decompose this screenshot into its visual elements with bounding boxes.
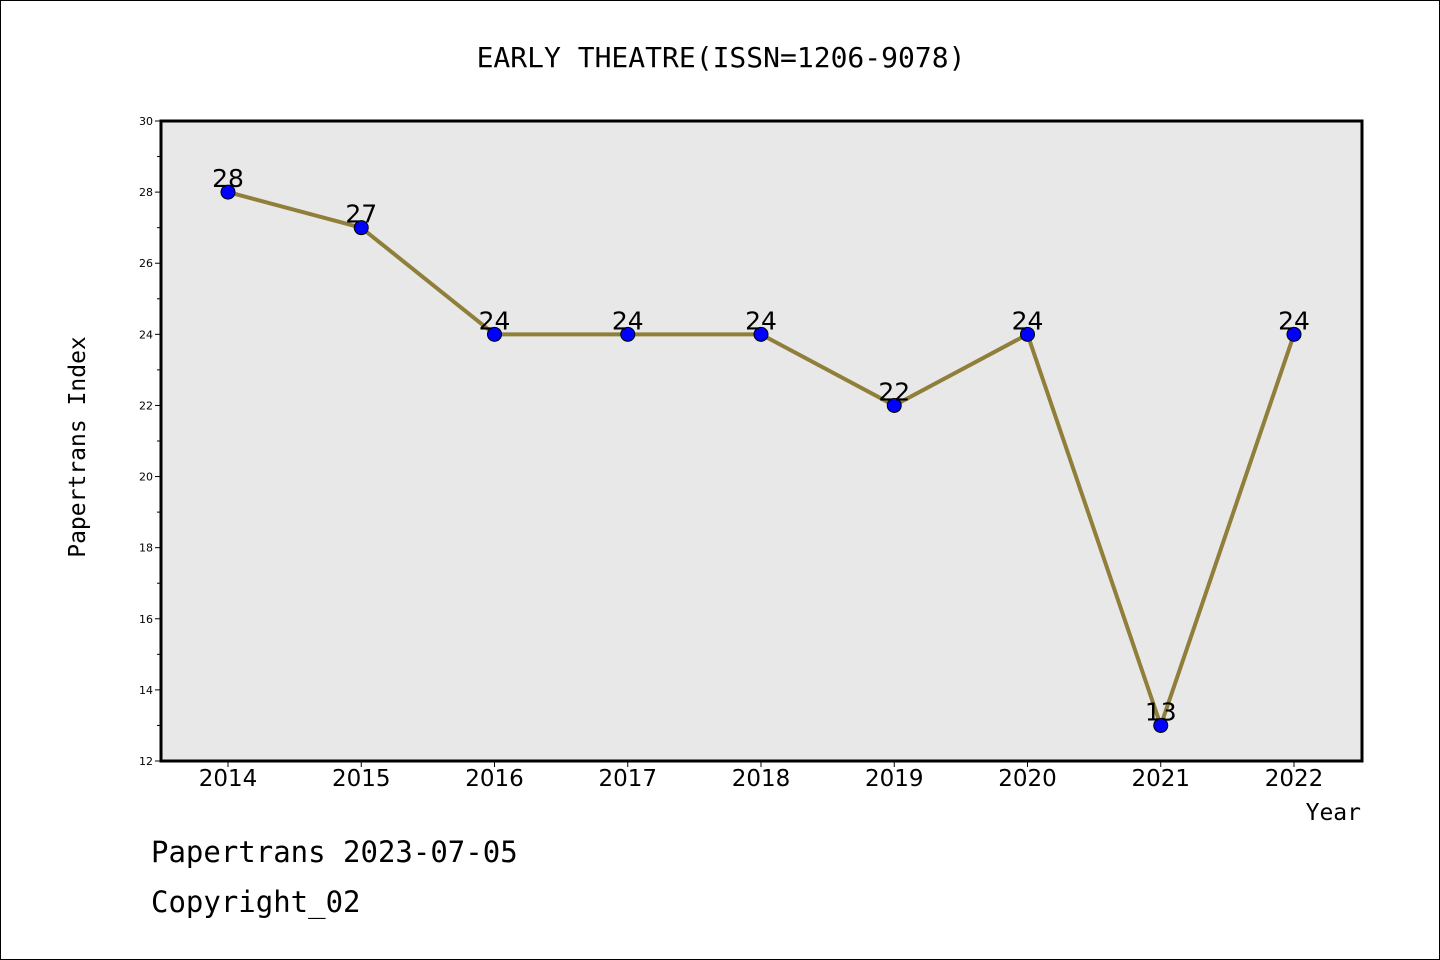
y-tick-label: 22	[139, 399, 153, 412]
data-point-label: 24	[479, 306, 511, 335]
y-tick-label: 28	[139, 186, 153, 199]
series-markers	[220, 184, 1302, 733]
plot-border	[159, 119, 1364, 763]
y-tick-label: 12	[139, 755, 153, 768]
data-point-label: 24	[1012, 306, 1044, 335]
data-point-label: 24	[612, 306, 644, 335]
y-tick-label: 30	[139, 115, 153, 128]
y-tick-label: 16	[139, 613, 153, 626]
data-point-marker	[620, 326, 636, 342]
y-tick-label: 20	[139, 471, 153, 484]
data-point-marker	[886, 397, 902, 413]
data-labels: 28 27 24 24 24 22 24 13 24	[212, 164, 1310, 726]
x-tick-label: 2019	[865, 766, 924, 792]
footer-copyright-text: Copyright_02	[151, 885, 361, 919]
data-point-marker	[353, 220, 369, 236]
x-tick-label: 2016	[465, 766, 524, 792]
data-point-marker	[487, 326, 502, 342]
x-tick-label: 2018	[732, 766, 791, 792]
data-point-marker	[1153, 717, 1169, 733]
x-tick-label: 2021	[1131, 766, 1190, 792]
data-point-label: 24	[745, 306, 777, 335]
data-point-marker	[1286, 326, 1302, 342]
footer-date-text: Papertrans 2023-07-05	[151, 835, 518, 869]
y-tick-label: 24	[139, 328, 153, 341]
chart-title: EARLY THEATRE(ISSN=1206-9078)	[477, 41, 966, 74]
x-tick-label: 2022	[1265, 766, 1324, 792]
data-point-label: 28	[212, 164, 244, 193]
y-axis-label: Papertrans Index	[65, 336, 91, 558]
data-point-marker	[220, 184, 236, 200]
data-point-marker	[1020, 326, 1035, 342]
data-point-label: 27	[345, 200, 377, 229]
data-point-label: 24	[1278, 306, 1310, 335]
x-tick-label: 2020	[998, 766, 1057, 792]
y-tick-label: 14	[139, 684, 153, 697]
data-point-marker	[753, 326, 769, 342]
x-tick-label: 2017	[598, 766, 657, 792]
y-tick-label: 26	[139, 257, 153, 270]
y-tick-label: 18	[139, 542, 153, 555]
x-tick-label: 2015	[332, 766, 391, 792]
x-axis-label: Year	[1306, 800, 1361, 826]
x-tick-label: 2014	[199, 766, 258, 792]
data-point-label: 22	[878, 377, 910, 406]
data-point-label: 13	[1145, 697, 1177, 726]
